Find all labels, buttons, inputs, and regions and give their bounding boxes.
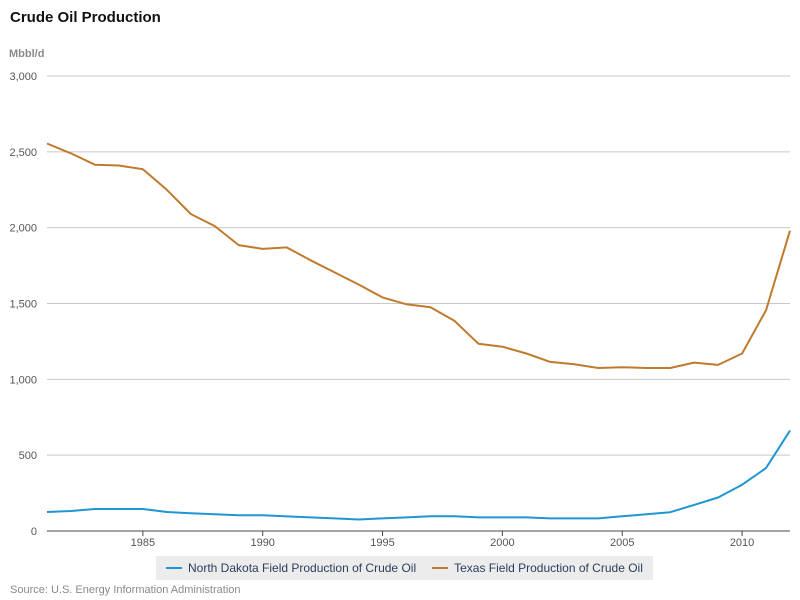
y-tick-label: 2,500 [9,147,37,159]
y-tick-label: 1,000 [9,374,37,386]
legend-swatch-texas [432,567,449,569]
chart-legend: North Dakota Field Production of Crude O… [156,556,653,580]
y-tick-label: 3,000 [9,71,37,83]
legend-swatch-north-dakota [166,567,182,569]
x-tick-label: 2000 [490,537,514,549]
chart-title: Crude Oil Production [10,9,161,26]
y-tick-label: 0 [31,526,37,538]
legend-label-texas: Texas Field Production of Crude Oil [454,561,643,575]
series-line-texas[interactable] [46,142,791,369]
x-tick-label: 1985 [131,537,155,549]
y-axis-ticks: 0 500 1,000 1,500 2,000 2,500 3,000 [9,71,37,538]
series-line-north-dakota[interactable] [46,430,791,521]
legend-item-north-dakota[interactable]: North Dakota Field Production of Crude O… [166,561,416,575]
legend-item-texas[interactable]: Texas Field Production of Crude Oil [432,561,643,575]
grid-lines [47,75,790,456]
x-axis-ticks: 1985 1990 1995 2000 2005 2010 [131,531,754,549]
x-tick-label: 2005 [610,537,634,549]
x-tick-label: 2010 [730,537,754,549]
source-note: Source: U.S. Energy Information Administ… [10,584,241,596]
y-axis-unit-label: Mbbl/d [9,48,45,60]
legend-label-north-dakota: North Dakota Field Production of Crude O… [188,561,417,575]
y-tick-label: 1,500 [9,299,37,311]
x-tick-label: 1990 [250,537,274,549]
y-tick-label: 2,000 [9,223,37,235]
y-tick-label: 500 [19,450,37,462]
x-tick-label: 1995 [370,537,394,549]
series-lines [46,142,791,521]
